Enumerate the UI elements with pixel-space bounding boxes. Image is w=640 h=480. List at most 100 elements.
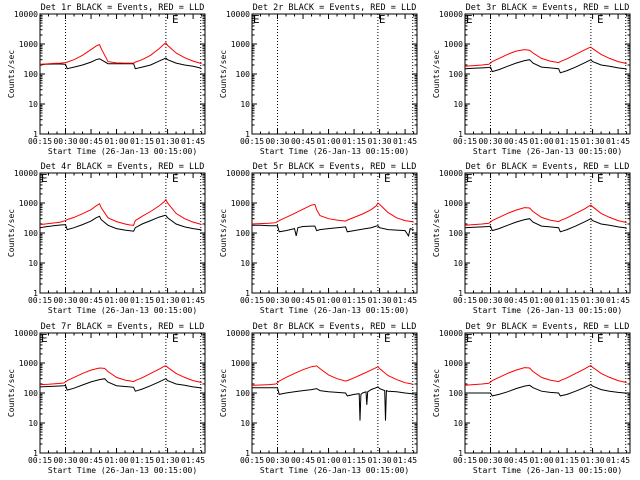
x-tick-label: 01:00 [529,456,553,465]
x-tick-label: 01:30 [156,456,180,465]
x-tick-label: 01:45 [181,456,205,465]
panel-title: Det 9r BLACK = Events, RED = LLD [466,322,630,332]
flag-marker: E [384,332,391,345]
y-tick-label: 1 [458,289,463,298]
y-tick-label: 10000 [439,169,463,178]
panel-title: Det 8r BLACK = Events, RED = LLD [253,322,417,332]
lld-series-line [464,365,627,386]
x-tick-label: 01:30 [581,296,605,305]
y-tick-label: 100 [24,229,39,238]
x-axis-title: Start Time (26-Jan-13 00:15:00) [260,466,409,475]
x-tick-label: 00:15 [453,296,477,305]
y-tick-label: 1000 [231,359,250,368]
flag-marker: E [41,172,48,185]
y-tick-label: 10000 [14,169,38,178]
y-axis-title: Counts/sec [7,209,16,257]
lld-series-line [251,202,414,225]
y-tick-label: 1 [245,130,250,139]
panel-title: Det 7r BLACK = Events, RED = LLD [41,322,205,332]
y-axis-title: Counts/sec [219,209,228,257]
x-tick-label: 00:30 [265,456,289,465]
y-tick-label: 10000 [226,10,250,19]
panel-title: Det 1r BLACK = Events, RED = LLD [41,3,205,13]
y-axis-title: Counts/sec [432,369,441,417]
y-tick-label: 1 [33,449,38,458]
flag-marker: E [172,332,179,345]
y-tick-label: 10 [28,259,38,268]
y-tick-label: 10 [240,259,250,268]
y-tick-label: 10 [240,100,250,109]
x-tick-label: 01:00 [104,137,128,146]
x-tick-label: 00:15 [28,137,52,146]
panel-det-5r: Det 5r BLACK = Events, RED = LLD 1 10 100 10… [219,162,418,315]
events-series-line [252,224,414,238]
events-series-line [39,57,202,70]
x-tick-label: 01:45 [393,296,417,305]
y-tick-label: 1000 [19,40,38,49]
flag-marker: E [597,332,604,345]
x-tick-label: 01:15 [555,456,579,465]
x-tick-label: 01:00 [316,456,340,465]
x-tick-label: 01:30 [156,137,180,146]
x-tick-label: 00:45 [79,296,103,305]
x-tick-label: 01:15 [130,296,154,305]
panel-det-9r: Det 9r BLACK = Events, RED = LLD 1 10 100 10… [432,322,631,475]
x-tick-label: 01:30 [581,137,605,146]
x-tick-label: 00:15 [240,456,264,465]
panel-title: Det 5r BLACK = Events, RED = LLD [253,162,417,172]
flag-marker: E [172,13,179,26]
panel-det-3r: Det 3r BLACK = Events, RED = LLD 1 10 100 10… [432,3,631,156]
y-axis-title: Counts/sec [7,369,16,417]
lld-series-line [251,365,414,386]
x-tick-label: 01:45 [606,296,630,305]
x-tick-label: 01:45 [393,137,417,146]
y-tick-label: 100 [236,229,251,238]
y-tick-label: 1000 [444,359,463,368]
x-tick-label: 00:30 [53,296,77,305]
x-tick-label: 01:15 [342,296,366,305]
y-axis-title: Counts/sec [219,369,228,417]
panel-det-1r: Det 1r BLACK = Events, RED = LLD 1 10 100 10… [7,3,206,156]
y-axis-title: Counts/sec [7,50,16,98]
x-tick-label: 01:15 [342,456,366,465]
x-tick-label: 01:15 [342,137,366,146]
x-tick-label: 01:30 [368,456,392,465]
x-tick-label: 01:30 [156,296,180,305]
y-tick-label: 1 [458,130,463,139]
y-tick-label: 1000 [19,199,38,208]
x-tick-label: 00:45 [79,137,103,146]
x-tick-label: 00:30 [478,456,502,465]
x-tick-label: 01:15 [555,296,579,305]
flag-marker: E [597,13,604,26]
flag-marker: E [466,172,473,185]
x-tick-label: 01:45 [606,137,630,146]
lld-series-line [39,365,202,386]
x-tick-label: 00:15 [453,456,477,465]
x-axis-title: Start Time (26-Jan-13 00:15:00) [473,147,622,156]
panel-det-7r: Det 7r BLACK = Events, RED = LLD 1 10 100 10… [7,322,206,475]
plot-frame [39,13,206,135]
flag-marker: E [384,172,391,185]
x-tick-label: 01:30 [368,296,392,305]
y-tick-label: 10 [240,419,250,428]
events-series-line [252,386,414,421]
flag-marker: E [466,13,473,26]
x-axis-title: Start Time (26-Jan-13 00:15:00) [260,147,409,156]
x-tick-label: 00:30 [478,137,502,146]
x-tick-label: 01:15 [130,456,154,465]
x-tick-label: 00:45 [504,296,528,305]
panel-title: Det 6r BLACK = Events, RED = LLD [466,162,630,172]
y-axis-title: Counts/sec [432,50,441,98]
flag-marker: E [597,172,604,185]
x-tick-label: 01:45 [181,296,205,305]
y-tick-label: 1000 [231,40,250,49]
x-axis-title: Start Time (26-Jan-13 00:15:00) [48,306,197,315]
x-axis-title: Start Time (26-Jan-13 00:15:00) [473,306,622,315]
y-tick-label: 1 [33,289,38,298]
x-tick-label: 01:00 [316,137,340,146]
y-axis-title: Counts/sec [432,209,441,257]
y-tick-label: 100 [449,389,464,398]
y-tick-label: 100 [236,70,251,79]
y-tick-label: 10000 [439,329,463,338]
panel-title: Det 2r BLACK = Events, RED = LLD [253,3,417,13]
